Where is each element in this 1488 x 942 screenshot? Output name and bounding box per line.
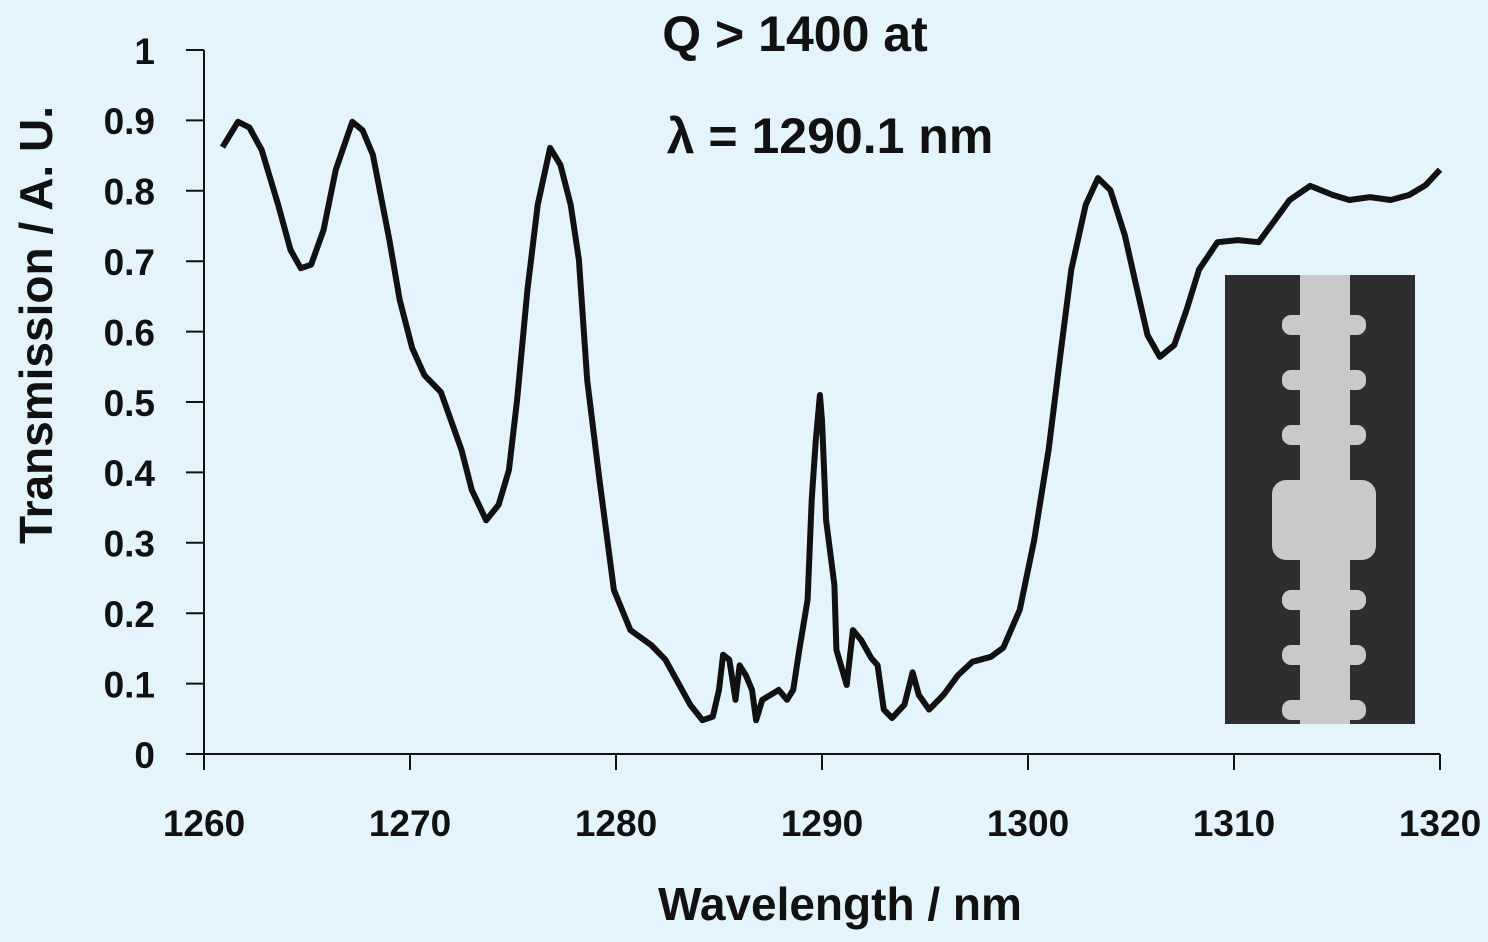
y-tick-label: 0.8 (104, 172, 155, 213)
x-tick-label: 1270 (369, 803, 451, 844)
y-tick-label: 0.1 (104, 664, 155, 705)
y-tick-label: 0.9 (104, 101, 155, 142)
x-tick-label: 1280 (575, 803, 657, 844)
inset-image (1225, 275, 1415, 724)
data-line (219, 118, 1443, 724)
y-tick-label: 0 (134, 735, 155, 776)
x-tick-label: 1320 (1399, 803, 1481, 844)
x-tick-label: 1260 (163, 803, 245, 844)
x-tick-label: 1290 (781, 803, 863, 844)
y-tick-label: 1 (134, 31, 155, 72)
y-axis-title: Transmission / A. U. (10, 106, 62, 544)
y-tick-label: 0.2 (104, 594, 155, 635)
y-tick-label: 0.6 (104, 312, 155, 353)
annotation: λ = 1290.1 nm (667, 108, 994, 164)
x-tick-label: 1300 (987, 803, 1069, 844)
x-axis-title: Wavelength / nm (658, 878, 1022, 930)
annotation: Q > 1400 at (662, 6, 928, 62)
y-tick-label: 0.4 (104, 453, 156, 494)
x-tick-label: 1310 (1193, 803, 1275, 844)
y-tick-label: 0.7 (104, 242, 155, 283)
y-tick-label: 0.5 (104, 383, 155, 424)
y-tick-label: 0.3 (104, 524, 155, 565)
